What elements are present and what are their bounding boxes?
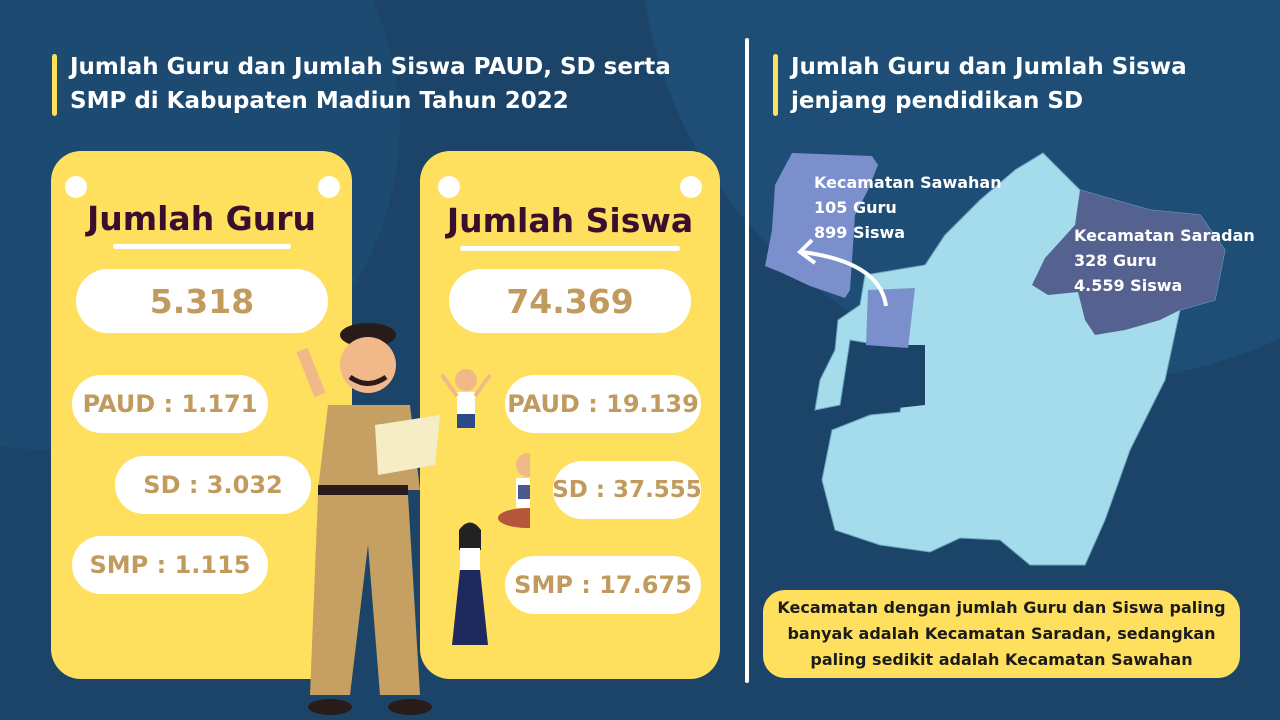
summary-note: Kecamatan dengan jumlah Guru dan Siswa p… [763,590,1240,678]
boy-student-illustration [440,369,492,428]
left-title: Jumlah Guru dan Jumlah Siswa PAUD, SD se… [52,50,712,118]
guru-title: Jumlah Guru [86,199,317,238]
map-hole [875,345,925,410]
guru-sd: SD : 3.032 [115,456,311,514]
sawahan-label: Kecamatan Sawahan 105 Guru 899 Siswa [814,173,1002,242]
siswa-sd: SD : 37.555 [552,461,702,519]
arrow-icon [801,250,888,307]
siswa-paud: PAUD : 19.139 [505,375,701,433]
siswa-total: 74.369 [449,269,691,333]
guru-paud: PAUD : 1.171 [72,375,268,433]
card-hole [438,176,460,198]
siswa-title: Jumlah Siswa [446,201,694,240]
card-hole [65,176,87,198]
card-hole [318,176,340,198]
map-kecamatan-sawahan [765,153,878,298]
reading-student-illustration [498,453,530,528]
title-underline [460,246,680,251]
map-kecamatan-sawahan-origin [866,288,915,348]
teacher-illustration [296,323,440,715]
map-kecamatan-saradan [1032,190,1225,335]
student-illustrations [440,369,530,645]
guru-smp: SMP : 1.115 [72,536,268,594]
guru-total: 5.318 [76,269,328,333]
saradan-label: Kecamatan Saradan 328 Guru 4.559 Siswa [1074,226,1255,295]
siswa-card: Jumlah Siswa 74.369 PAUD : 19.139 SD : 3… [420,151,720,679]
right-title: Jumlah Guru dan Jumlah Siswa jenjang pen… [773,50,1223,118]
guru-card: Jumlah Guru 5.318 PAUD : 1.171 SD : 3.03… [51,151,352,679]
divider [745,38,749,683]
girl-student-illustration [452,522,488,645]
card-hole [680,176,702,198]
siswa-smp: SMP : 17.675 [505,556,701,614]
title-underline [113,244,291,249]
